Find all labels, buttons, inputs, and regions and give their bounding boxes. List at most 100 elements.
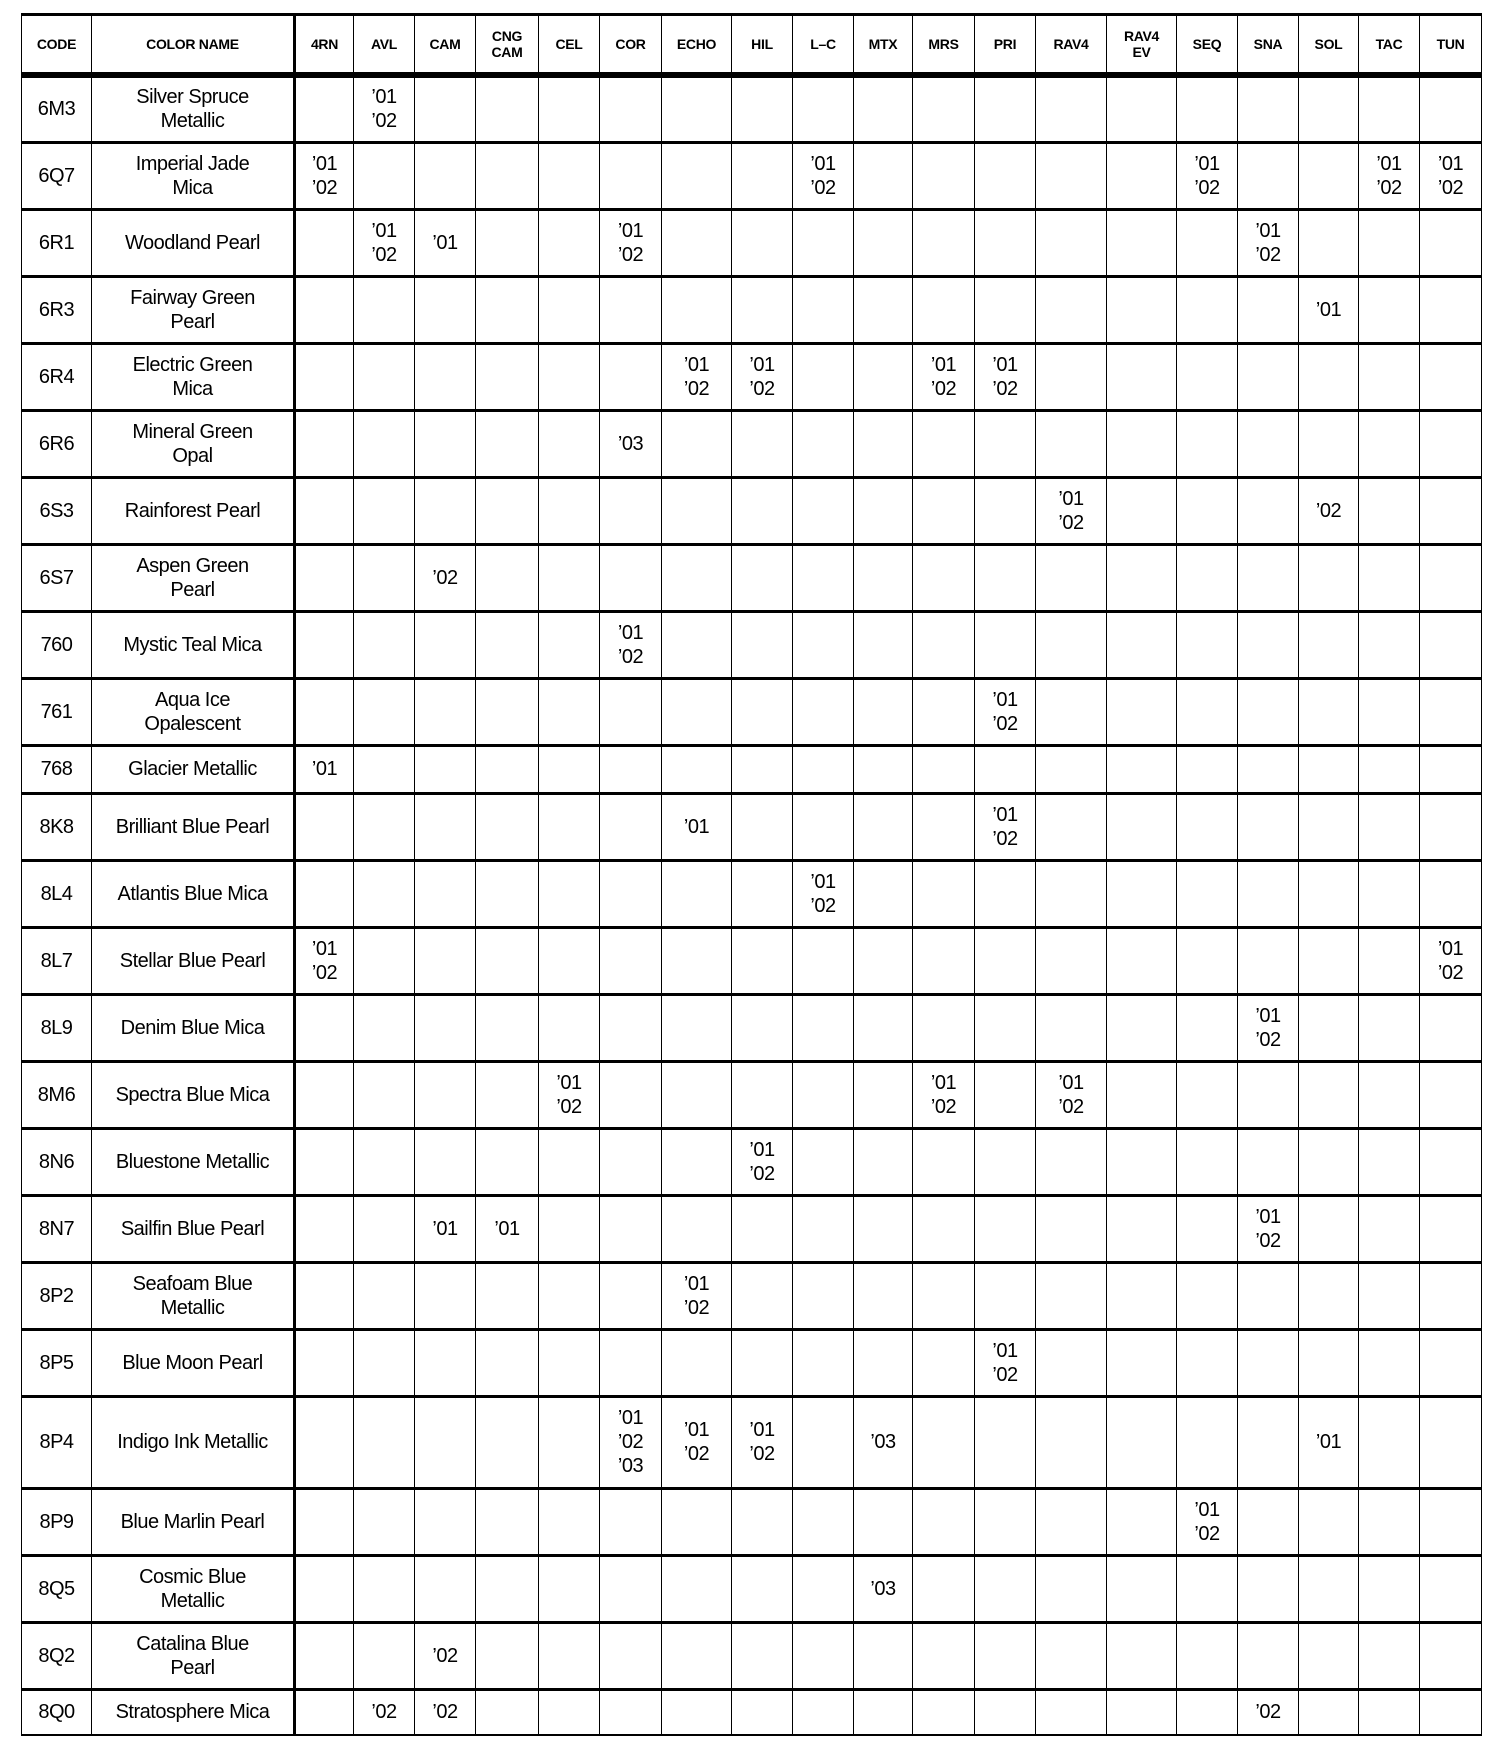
year-cell <box>1035 793 1107 862</box>
year-cell <box>599 994 662 1063</box>
year-cell: ’01 ’02 <box>974 1329 1036 1398</box>
year-cell <box>853 860 913 929</box>
year-cell <box>1419 745 1482 795</box>
year-cell <box>538 745 600 795</box>
year-cell <box>1298 745 1359 795</box>
year-cell <box>1035 209 1107 278</box>
year-cell <box>475 745 539 795</box>
year-cell <box>1237 1061 1299 1130</box>
color-code-cell: 6S3 <box>21 477 92 546</box>
year-cell <box>475 1262 539 1331</box>
year-cell <box>731 477 793 546</box>
color-name-cell: Silver Spruce Metallic <box>91 75 296 144</box>
year-cell <box>599 927 662 996</box>
year-cell <box>731 1262 793 1331</box>
year-cell: ’01 ’02 <box>353 209 415 278</box>
year-cell <box>1106 410 1177 479</box>
color-code-cell: 6R4 <box>21 343 92 412</box>
color-code-cell: 760 <box>21 611 92 680</box>
year-cell <box>1035 1195 1107 1264</box>
year-cell <box>538 1689 600 1736</box>
year-cell <box>853 343 913 412</box>
table-row: 8L7 Stellar Blue Pearl ’01 ’02’01 ’02 <box>21 927 1482 996</box>
year-cell <box>1298 611 1359 680</box>
color-code-cell: 6R1 <box>21 209 92 278</box>
year-cell <box>912 793 975 862</box>
year-cell <box>1176 1195 1238 1264</box>
year-cell <box>1419 75 1482 144</box>
color-code-cell: 8Q5 <box>21 1555 92 1624</box>
year-cell <box>792 745 854 795</box>
color-name-cell: Indigo Ink Metallic <box>91 1396 296 1490</box>
color-name-cell: Sailfin Blue Pearl <box>91 1195 296 1264</box>
year-cell <box>414 477 476 546</box>
year-cell: ’01 ’02 <box>294 142 354 211</box>
year-cell <box>1419 477 1482 546</box>
year-cell <box>1237 1396 1299 1490</box>
year-cell <box>912 142 975 211</box>
year-cell <box>853 1622 913 1691</box>
color-name-cell: Cosmic Blue Metallic <box>91 1555 296 1624</box>
year-cell <box>974 1689 1036 1736</box>
year-cell <box>853 1195 913 1264</box>
year-cell <box>1419 678 1482 747</box>
year-cell <box>353 678 415 747</box>
year-cell <box>294 1622 354 1691</box>
color-name-cell: Rainforest Pearl <box>91 477 296 546</box>
header-model: SEQ <box>1176 13 1238 78</box>
year-cell <box>792 1329 854 1398</box>
year-cell <box>1298 1329 1359 1398</box>
year-cell <box>1176 276 1238 345</box>
year-cell <box>912 75 975 144</box>
year-cell <box>1298 994 1359 1063</box>
year-cell <box>414 1262 476 1331</box>
header-model: AVL <box>353 13 415 78</box>
year-cell <box>538 1488 600 1557</box>
year-cell <box>1237 860 1299 929</box>
header-model: SNA <box>1237 13 1299 78</box>
year-cell <box>475 611 539 680</box>
year-cell <box>599 276 662 345</box>
header-model: RAV4 EV <box>1106 13 1177 78</box>
year-cell <box>475 927 539 996</box>
year-cell: ’01 ’02 <box>974 343 1036 412</box>
table-row: 6S7 Aspen Green Pearl ’02 <box>21 544 1482 613</box>
year-cell <box>912 276 975 345</box>
year-cell <box>538 477 600 546</box>
color-name-cell: Seafoam Blue Metallic <box>91 1262 296 1331</box>
year-cell <box>475 1061 539 1130</box>
year-cell <box>853 1329 913 1398</box>
year-cell <box>475 1622 539 1691</box>
year-cell: ’01 ’02 <box>1358 142 1420 211</box>
year-cell <box>974 1061 1036 1130</box>
year-cell <box>974 1195 1036 1264</box>
color-name-cell: Denim Blue Mica <box>91 994 296 1063</box>
table-row: 8P2 Seafoam Blue Metallic ’01 ’02 <box>21 1262 1482 1331</box>
year-cell <box>475 1555 539 1624</box>
year-cell <box>475 343 539 412</box>
year-cell <box>353 477 415 546</box>
year-cell <box>353 994 415 1063</box>
year-cell <box>731 544 793 613</box>
year-cell <box>731 745 793 795</box>
year-cell <box>974 611 1036 680</box>
year-cell <box>1419 1555 1482 1624</box>
year-cell <box>414 678 476 747</box>
year-cell <box>792 209 854 278</box>
year-cell <box>974 1622 1036 1691</box>
year-cell <box>1358 994 1420 1063</box>
table-row: 8Q0 Stratosphere Mica ’02’02’02 <box>21 1689 1482 1736</box>
year-cell: ’02 <box>414 1622 476 1691</box>
year-cell: ’03 <box>853 1555 913 1624</box>
year-cell <box>538 860 600 929</box>
year-cell <box>1237 276 1299 345</box>
year-cell <box>1106 1195 1177 1264</box>
year-cell: ’01 ’02 <box>792 860 854 929</box>
color-code-cell: 761 <box>21 678 92 747</box>
year-cell <box>1419 793 1482 862</box>
year-cell <box>475 544 539 613</box>
year-cell <box>912 1622 975 1691</box>
table-row: 8L4 Atlantis Blue Mica ’01 ’02 <box>21 860 1482 929</box>
year-cell <box>1237 678 1299 747</box>
year-cell <box>1237 1488 1299 1557</box>
